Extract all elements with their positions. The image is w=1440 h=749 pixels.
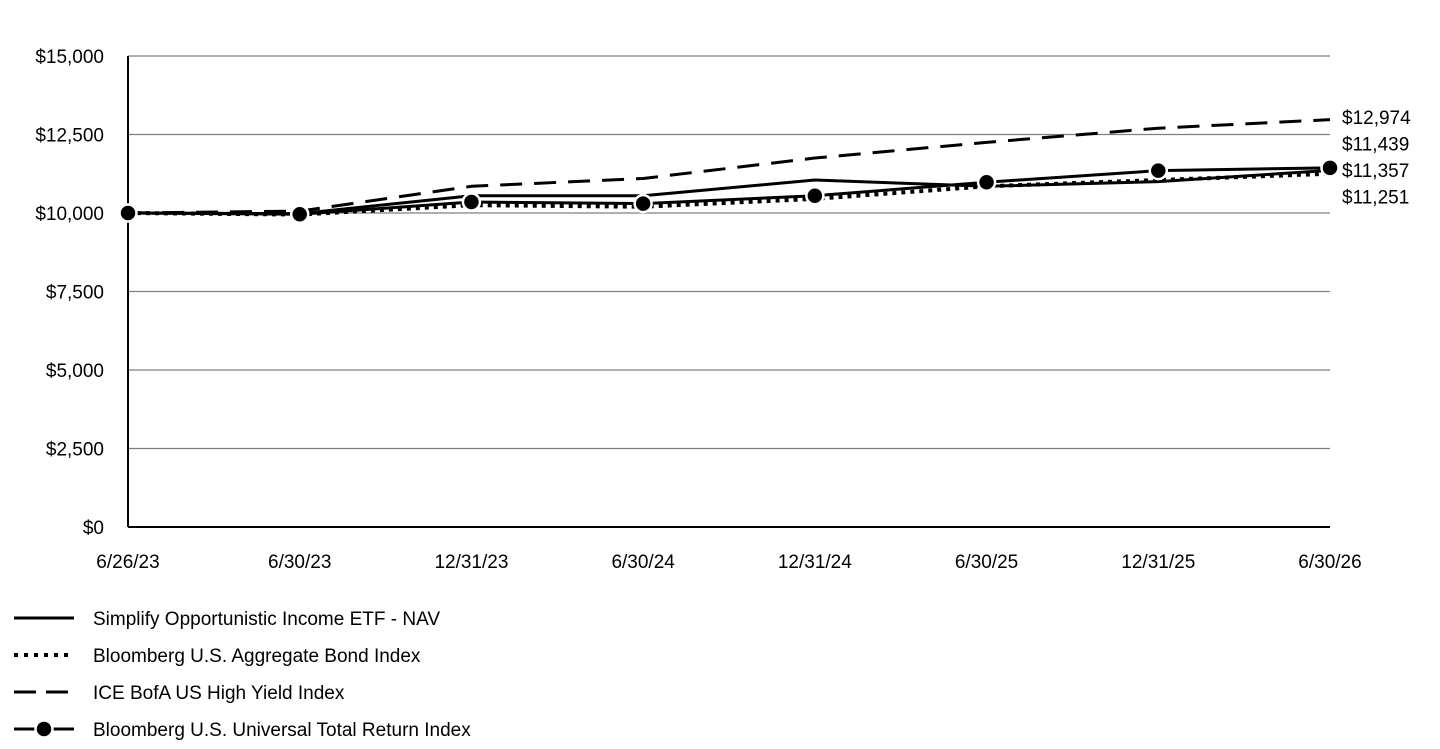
y-tick-label: $5,000 [46,361,104,382]
end-value-label: $11,439 [1342,135,1409,156]
end-value-label: $11,357 [1342,161,1409,182]
series-point [805,185,825,206]
x-tick-label: 6/30/23 [268,552,331,573]
y-tick-label: $15,000 [35,47,104,68]
series-point [633,193,653,214]
y-tick-label: $12,500 [35,126,104,147]
x-tick-label: 6/30/24 [611,552,675,573]
series-line-4 [127,166,1331,216]
legend-marker [34,719,54,739]
y-tick-label: $7,500 [46,283,104,304]
series-point [1320,158,1340,178]
series-point [461,192,482,212]
legend-label-4: Bloomberg U.S. Universal Total Return In… [93,720,471,741]
legend-label-3: ICE BofA US High Yield Index [93,683,345,704]
x-tick-label: 6/30/26 [1298,552,1361,573]
x-tick-label: 12/31/24 [778,552,852,573]
x-tick-label: 6/30/25 [955,552,1018,573]
end-value-label: $12,974 [1342,108,1411,129]
y-tick-label: $2,500 [46,440,104,461]
series-line-1 [127,168,1331,216]
series-line-3 [127,118,1331,215]
y-tick-label: $0 [83,518,104,539]
x-tick-label: 12/31/25 [1121,552,1195,573]
x-tick-label: 12/31/23 [434,552,508,573]
legend-label-1: Simplify Opportunistic Income ETF - NAV [93,609,440,630]
end-value-label: $11,251 [1342,188,1409,209]
x-tick-label: 6/26/23 [96,552,159,573]
series-point [976,172,997,192]
series-point [289,204,310,225]
series-point [1148,160,1169,181]
legend-label-2: Bloomberg U.S. Aggregate Bond Index [93,646,421,667]
y-tick-label: $10,000 [35,204,104,225]
series-point [118,203,138,223]
